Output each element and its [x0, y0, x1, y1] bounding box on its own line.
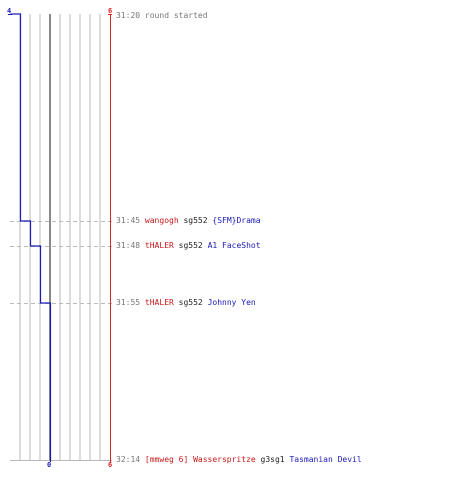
victim-name: A1 FaceShot: [207, 241, 261, 250]
event-row-kill: 31:55 tHALER sg552 Johnny Yen: [116, 298, 256, 308]
event-time: 31:55: [116, 298, 141, 307]
event-time: 31:48: [116, 241, 141, 250]
weapon-name: sg552: [178, 298, 203, 307]
weapon-name: g3sg1: [260, 455, 285, 464]
red-team-end-count: 6: [108, 461, 113, 469]
victim-name: Johnny Yen: [207, 298, 256, 307]
event-row-kill: 31:45 wangogh sg552 {SFM}Drama: [116, 216, 261, 226]
event-text: round started: [144, 11, 208, 20]
event-time: 31:45: [116, 216, 141, 225]
red-team-start-count: 6: [108, 7, 113, 15]
weapon-name: sg552: [178, 241, 203, 250]
blue-team-end-count: 0: [47, 461, 52, 469]
event-time: 31:20: [116, 11, 141, 20]
killer-name: tHALER: [144, 241, 174, 250]
victim-name: Tasmanian Devil: [289, 455, 362, 464]
killer-name: wangogh: [144, 216, 179, 225]
event-time: 32:14: [116, 455, 141, 464]
weapon-name: sg552: [183, 216, 208, 225]
victim-name: {SFM}Drama: [212, 216, 261, 225]
event-row-kill: 31:48 tHALER sg552 A1 FaceShot: [116, 241, 261, 251]
killer-name: [mmweg 6] Wasserspritze: [144, 455, 256, 464]
blue-team-step-line: [10, 13, 52, 462]
event-row-kill: 32:14 [mmweg 6] Wasserspritze g3sg1 Tasm…: [116, 455, 362, 465]
event-row-round-start: 31:20 round started: [116, 11, 208, 21]
blue-team-start-count: 4: [7, 7, 12, 15]
killer-name: tHALER: [144, 298, 174, 307]
